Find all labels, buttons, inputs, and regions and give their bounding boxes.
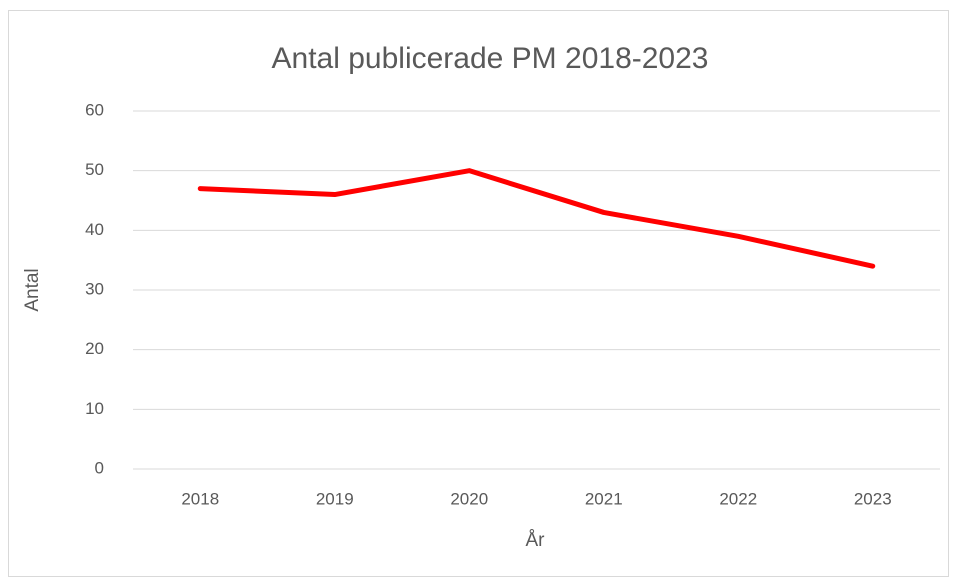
x-tick-label: 2022 bbox=[719, 489, 757, 508]
y-tick-label: 10 bbox=[85, 399, 104, 418]
x-tick-label: 2023 bbox=[854, 489, 892, 508]
y-tick-label: 20 bbox=[85, 339, 104, 358]
y-tick-label: 60 bbox=[85, 100, 104, 119]
x-tick-label: 2021 bbox=[585, 489, 623, 508]
x-tick-label: 2019 bbox=[316, 489, 354, 508]
x-tick-label: 2018 bbox=[181, 489, 219, 508]
y-tick-label: 50 bbox=[85, 160, 104, 179]
data-line bbox=[197, 168, 876, 269]
x-tick-label: 2020 bbox=[450, 489, 488, 508]
y-tick-label: 0 bbox=[95, 458, 104, 477]
x-axis-label: År bbox=[526, 530, 546, 551]
y-tick-label: 30 bbox=[85, 279, 104, 298]
y-tick-label: 40 bbox=[85, 220, 104, 239]
y-axis-label: Antal bbox=[22, 268, 43, 311]
chart-border bbox=[8, 10, 949, 577]
chart-title: Antal publicerade PM 2018-2023 bbox=[272, 42, 709, 75]
